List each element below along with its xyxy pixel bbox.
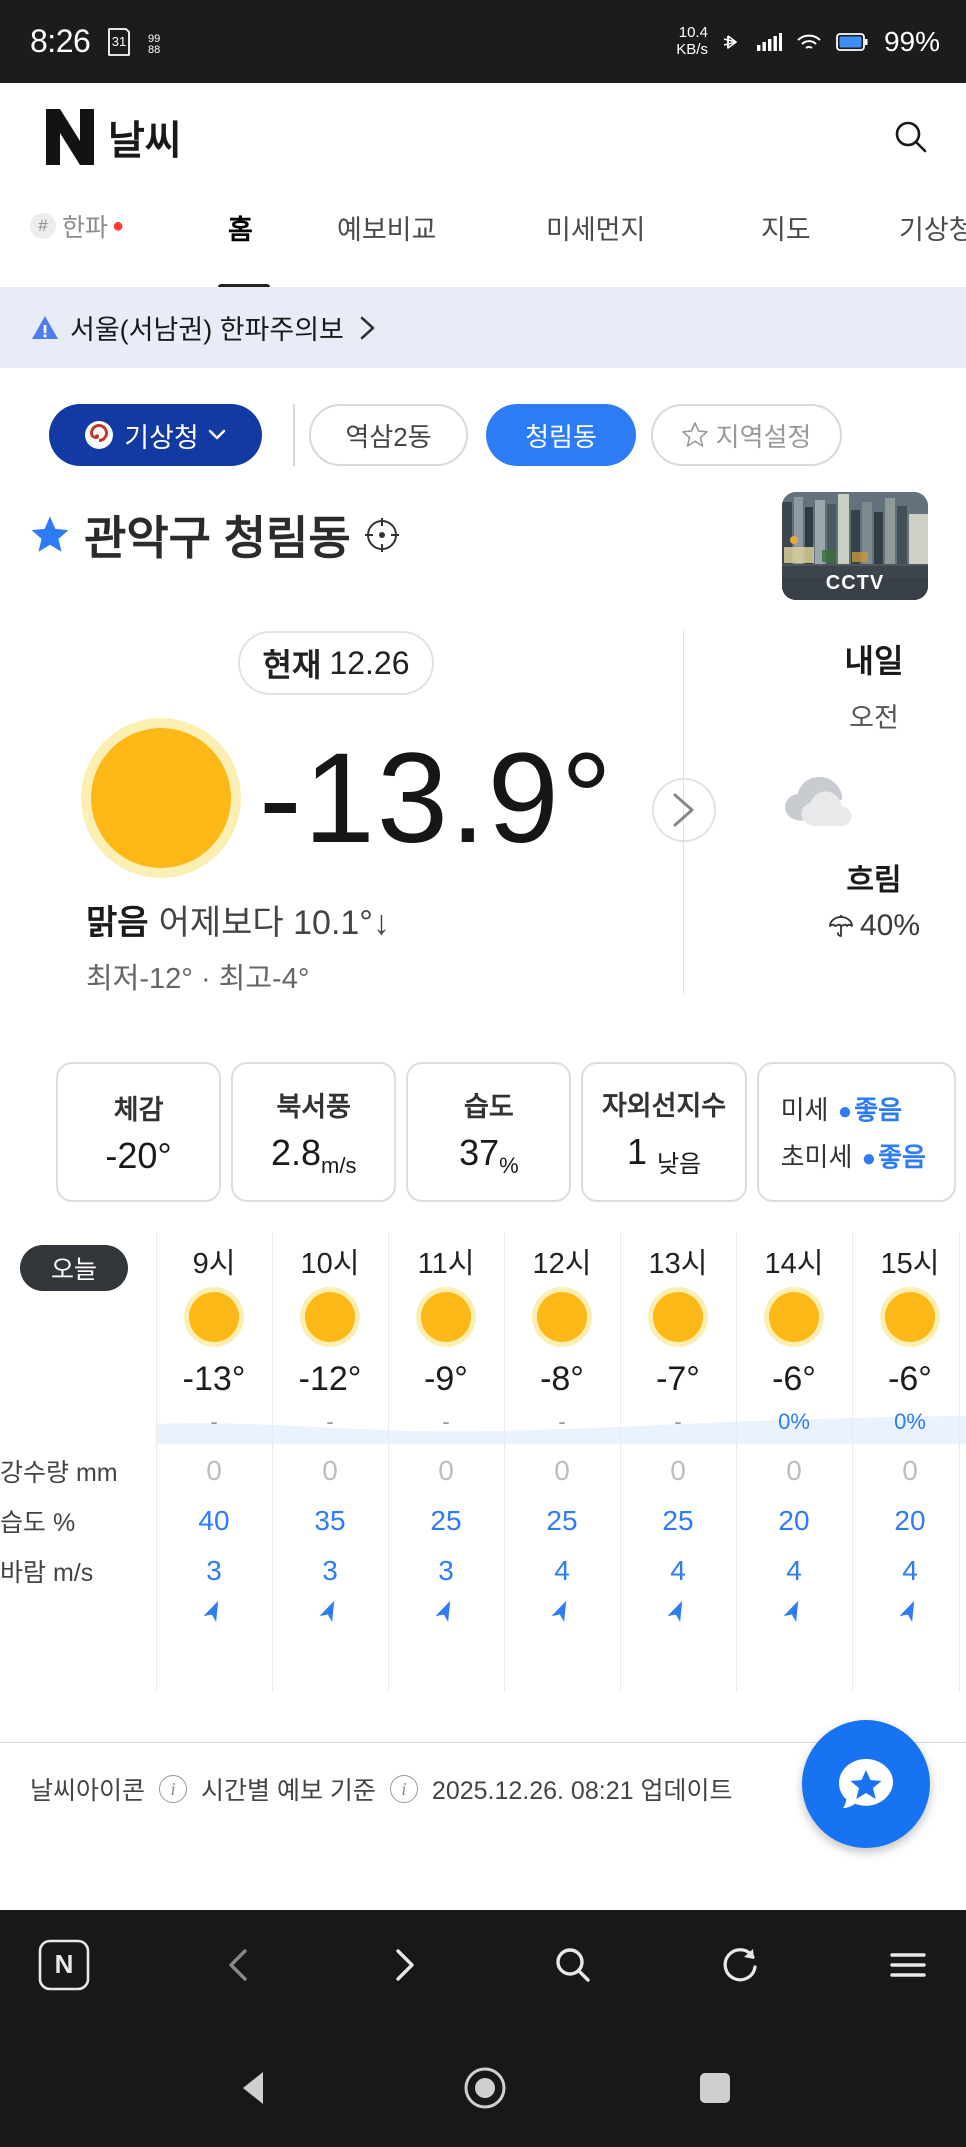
svg-text:N: N xyxy=(55,1949,74,1979)
svg-text:88: 88 xyxy=(148,44,160,53)
svg-text:31: 31 xyxy=(112,34,126,49)
